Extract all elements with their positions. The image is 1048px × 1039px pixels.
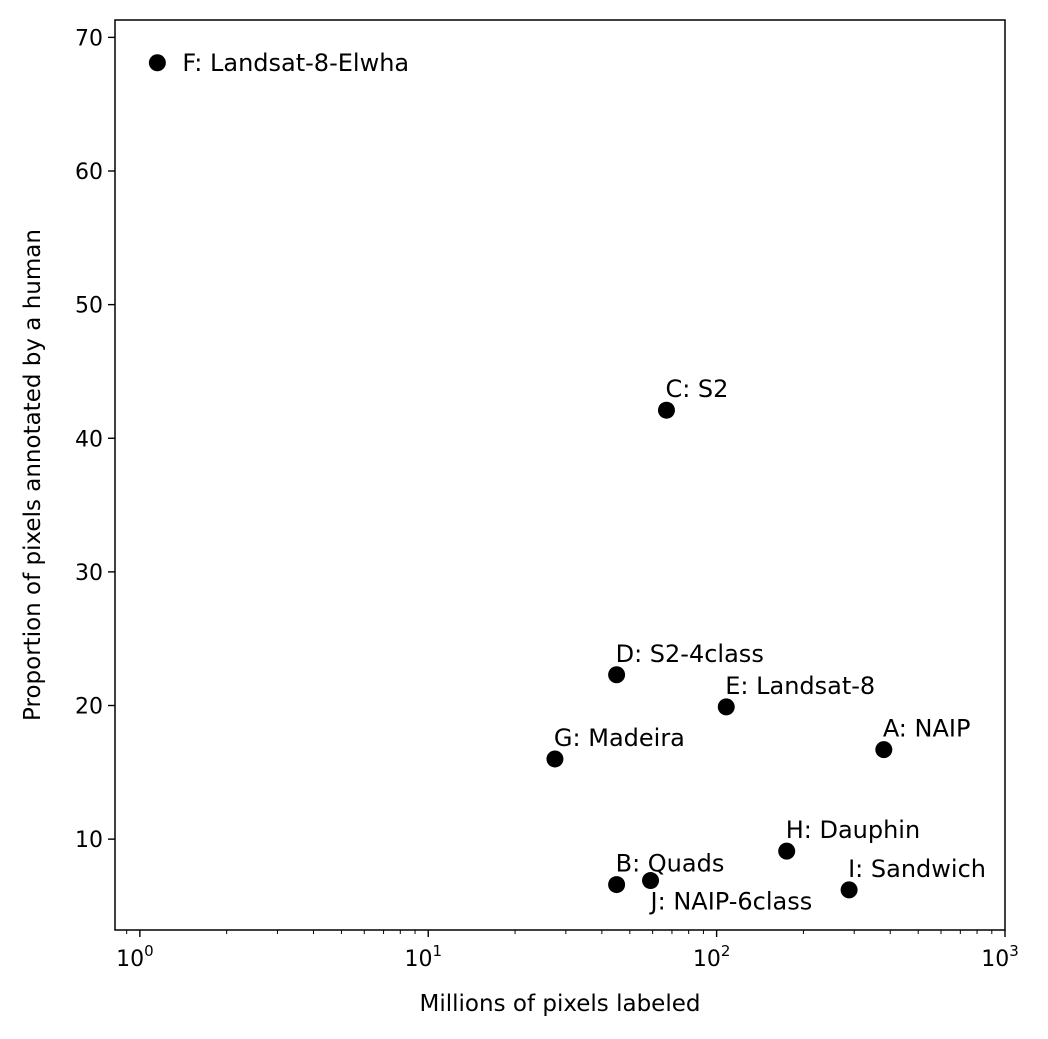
x-tick-label: 100 xyxy=(116,942,154,972)
data-point xyxy=(608,876,626,894)
data-point-label: I: Sandwich xyxy=(848,855,986,883)
x-tick-label: 102 xyxy=(693,942,731,972)
data-point xyxy=(642,872,660,890)
y-tick-label: 60 xyxy=(75,160,103,185)
x-tick-exponent: 1 xyxy=(432,942,442,960)
x-tick-label: 103 xyxy=(981,942,1019,972)
data-point xyxy=(608,666,626,684)
data-point xyxy=(148,54,166,72)
x-tick-label: 101 xyxy=(404,942,442,972)
x-axis-label: Millions of pixels labeled xyxy=(420,991,701,1017)
y-tick-label: 20 xyxy=(75,695,103,720)
y-tick-label: 40 xyxy=(75,427,103,452)
points-layer: F: Landsat-8-Elwha C: S2 D: S2-4class E: La… xyxy=(148,49,986,916)
data-point xyxy=(717,698,735,716)
data-point-label: J: NAIP-6class xyxy=(649,888,813,916)
data-point-label: H: Dauphin xyxy=(786,816,920,844)
data-point xyxy=(657,401,675,419)
y-tick-label: 70 xyxy=(75,26,103,51)
y-axis-label: Proportion of pixels annotated by a huma… xyxy=(20,229,46,721)
x-tick-exponent: 3 xyxy=(1009,942,1019,960)
y-tick-label: 30 xyxy=(75,561,103,586)
x-tick-base: 10 xyxy=(693,947,721,972)
data-point-label: A: NAIP xyxy=(883,715,971,743)
x-tick-exponent: 0 xyxy=(144,942,154,960)
data-point-label: B: Quads xyxy=(616,850,725,878)
x-tick-base: 10 xyxy=(404,947,432,972)
x-tick-base: 10 xyxy=(116,947,144,972)
data-point-label: G: Madeira xyxy=(554,724,685,752)
x-tick-exponent: 2 xyxy=(721,942,731,960)
x-tick-base: 10 xyxy=(981,947,1009,972)
data-point-label: D: S2-4class xyxy=(616,640,764,668)
data-point xyxy=(546,750,564,768)
data-point xyxy=(840,881,858,899)
y-tick-label: 50 xyxy=(75,294,103,319)
data-point xyxy=(778,842,796,860)
y-tick-label: 10 xyxy=(75,828,103,853)
data-point-label: E: Landsat-8 xyxy=(725,672,875,700)
data-point xyxy=(875,741,893,759)
data-point-label: F: Landsat-8-Elwha xyxy=(182,49,409,77)
data-point-label: C: S2 xyxy=(665,375,728,403)
plot-frame xyxy=(114,19,1006,931)
